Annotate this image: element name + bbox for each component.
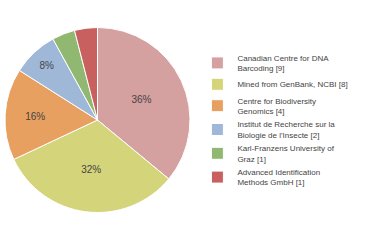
svg-text:Institut de Recherche sur laBi: Institut de Recherche sur laBiologie de … bbox=[237, 120, 335, 139]
svg-text:16%: 16% bbox=[25, 111, 45, 122]
svg-text:Mined from GenBank, NCBI [8]: Mined from GenBank, NCBI [8] bbox=[237, 80, 347, 89]
svg-text:32%: 32% bbox=[81, 164, 101, 175]
svg-text:36%: 36% bbox=[131, 94, 151, 105]
svg-text:Advanced IdentificationMethods: Advanced IdentificationMethods GmbH [1] bbox=[237, 168, 320, 187]
svg-text:Karl-Franzens University ofGra: Karl-Franzens University ofGraz [1] bbox=[237, 144, 334, 163]
svg-text:Centre for BiodiversityGenomic: Centre for BiodiversityGenomics [4] bbox=[237, 97, 316, 116]
svg-text:Canadian Centre for DNABarcodi: Canadian Centre for DNABarcoding [9] bbox=[237, 54, 329, 73]
svg-text:8%: 8% bbox=[40, 60, 55, 71]
